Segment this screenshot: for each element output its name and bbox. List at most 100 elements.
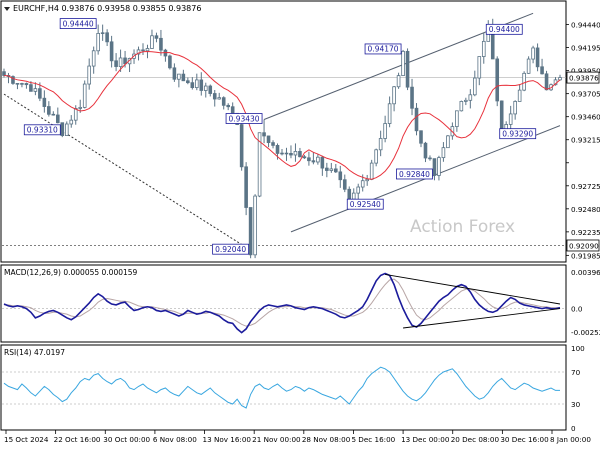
candle-body [325,167,329,171]
price-annotation-box [225,113,263,124]
price-y-tick-label: 0.93460 [571,113,600,122]
candle-body [24,83,29,86]
candle-body [78,106,83,109]
price-y-tick-label: 0.93215 [571,136,600,145]
candle-body [347,188,352,200]
candle-body [123,57,127,65]
candle-body [181,73,186,82]
symbol-ohlc-label: EURCHF,H4 0.93876 0.93958 0.93855 0.9387… [13,4,201,13]
candle-body [316,156,320,163]
collapse-triangle-icon[interactable] [4,7,10,11]
x-tick-label: 15 Oct 2024 [4,435,49,444]
candle-body [114,60,118,67]
candle-body [459,101,464,112]
price-header: EURCHF,H4 0.93876 0.93958 0.93855 0.9387… [4,4,201,13]
macd-y-axis: 0.003961 0.0 -0.002521 [571,268,600,337]
candle-body [298,151,302,158]
candle-body [248,207,253,256]
candle-body [172,67,177,80]
time-x-axis: 15 Oct 2024 22 Oct 16:00 30 Oct 00:00 6 Nov… [4,430,591,444]
price-annotation-text: 0.94440 [63,19,94,28]
candle-body [477,56,482,79]
candle-body [334,168,338,173]
candle-body [11,76,15,84]
candle-body [186,80,190,84]
price-y-tick-label: 0.92725 [571,182,600,191]
candle-body [118,57,123,67]
candle-body [284,152,289,155]
rsi-label: RSI(14) 47.0197 [4,348,65,357]
candle-body [69,119,74,125]
candle-body [150,35,154,49]
candle-body [266,135,271,144]
moving-average-line [3,51,561,180]
candle-body [293,151,298,156]
candle-body [203,85,208,91]
rsi-line [3,366,560,409]
candle-body [289,153,293,156]
price-annotation-text: 0.92040 [215,245,246,254]
candle-body [392,86,396,105]
candle-body [374,149,378,164]
candle-body [396,75,401,88]
rsi-y-tick-label: 100 [571,344,585,353]
price-annotations: 0.94440 0.93310 0.93430 0.92040 0.92540 0.941… [23,18,537,255]
rsi-y-tick-label: 30 [571,400,581,409]
candle-body [208,85,213,94]
candle-body [15,83,20,85]
candle-body [544,73,549,91]
price-annotation-box [485,23,523,35]
x-tick-label: 6 Nov 08:00 [153,435,197,444]
candle-body [190,82,195,88]
price-annotation-text: 0.92540 [350,200,381,209]
price-annotation-box [396,168,433,180]
candle-body [212,93,217,100]
candle-body [226,104,230,108]
price-annotation-box [499,128,537,140]
candle-body [473,77,477,96]
candle-body [432,158,437,176]
rsi-panel-series [2,366,566,409]
x-tick-label: 30 Dec 16:00 [500,435,549,444]
macd-triangle-upper [385,274,561,305]
candle-body [468,94,473,101]
rsi-y-tick-label: 70 [571,368,581,377]
price-annotation-text: 0.93290 [502,129,533,138]
macd-y-tick-label: -0.002521 [571,328,600,337]
candle-body [275,145,280,154]
candle-body [302,156,307,159]
candle-body [464,99,468,102]
candle-body [495,58,500,102]
candle-body [383,123,387,139]
candle-body [535,47,540,68]
candle-body [311,160,316,163]
macd-y-tick-label: 0.003961 [571,268,600,277]
candle-body [168,55,172,69]
rsi-y-axis: 100 70 30 0 [571,344,585,433]
candle-body [2,71,6,76]
candle-body [230,106,235,114]
candle-body [91,50,96,67]
candle-body [73,108,78,121]
price-y-tick-label: 0.91985 [571,251,600,260]
price-annotation-text: 0.92840 [399,170,430,179]
candle-body [271,142,275,146]
price-y-tick-label: 0.93705 [571,90,600,99]
candle-body [20,83,24,85]
macd-y-tick-label: 0.0 [571,305,583,314]
candle-body [441,147,446,159]
candle-body [481,40,486,57]
macd-label: MACD(12,26,9) 0.000055 0.000159 [4,268,138,277]
candle-body [356,186,361,194]
candle-body [47,106,51,115]
price-annotation-box [364,43,402,55]
price-annotation-text: 0.94400 [489,25,520,34]
macd-panel-frame [0,264,567,343]
x-tick-label: 21 Nov 00:00 [252,435,301,444]
x-tick-label: 22 Oct 16:00 [54,435,101,444]
candle-body [136,49,141,55]
price-grid [2,77,566,246]
candle-body [437,157,441,176]
candle-body [387,103,392,124]
price-y-tick-label: 0.94440 [571,21,600,30]
